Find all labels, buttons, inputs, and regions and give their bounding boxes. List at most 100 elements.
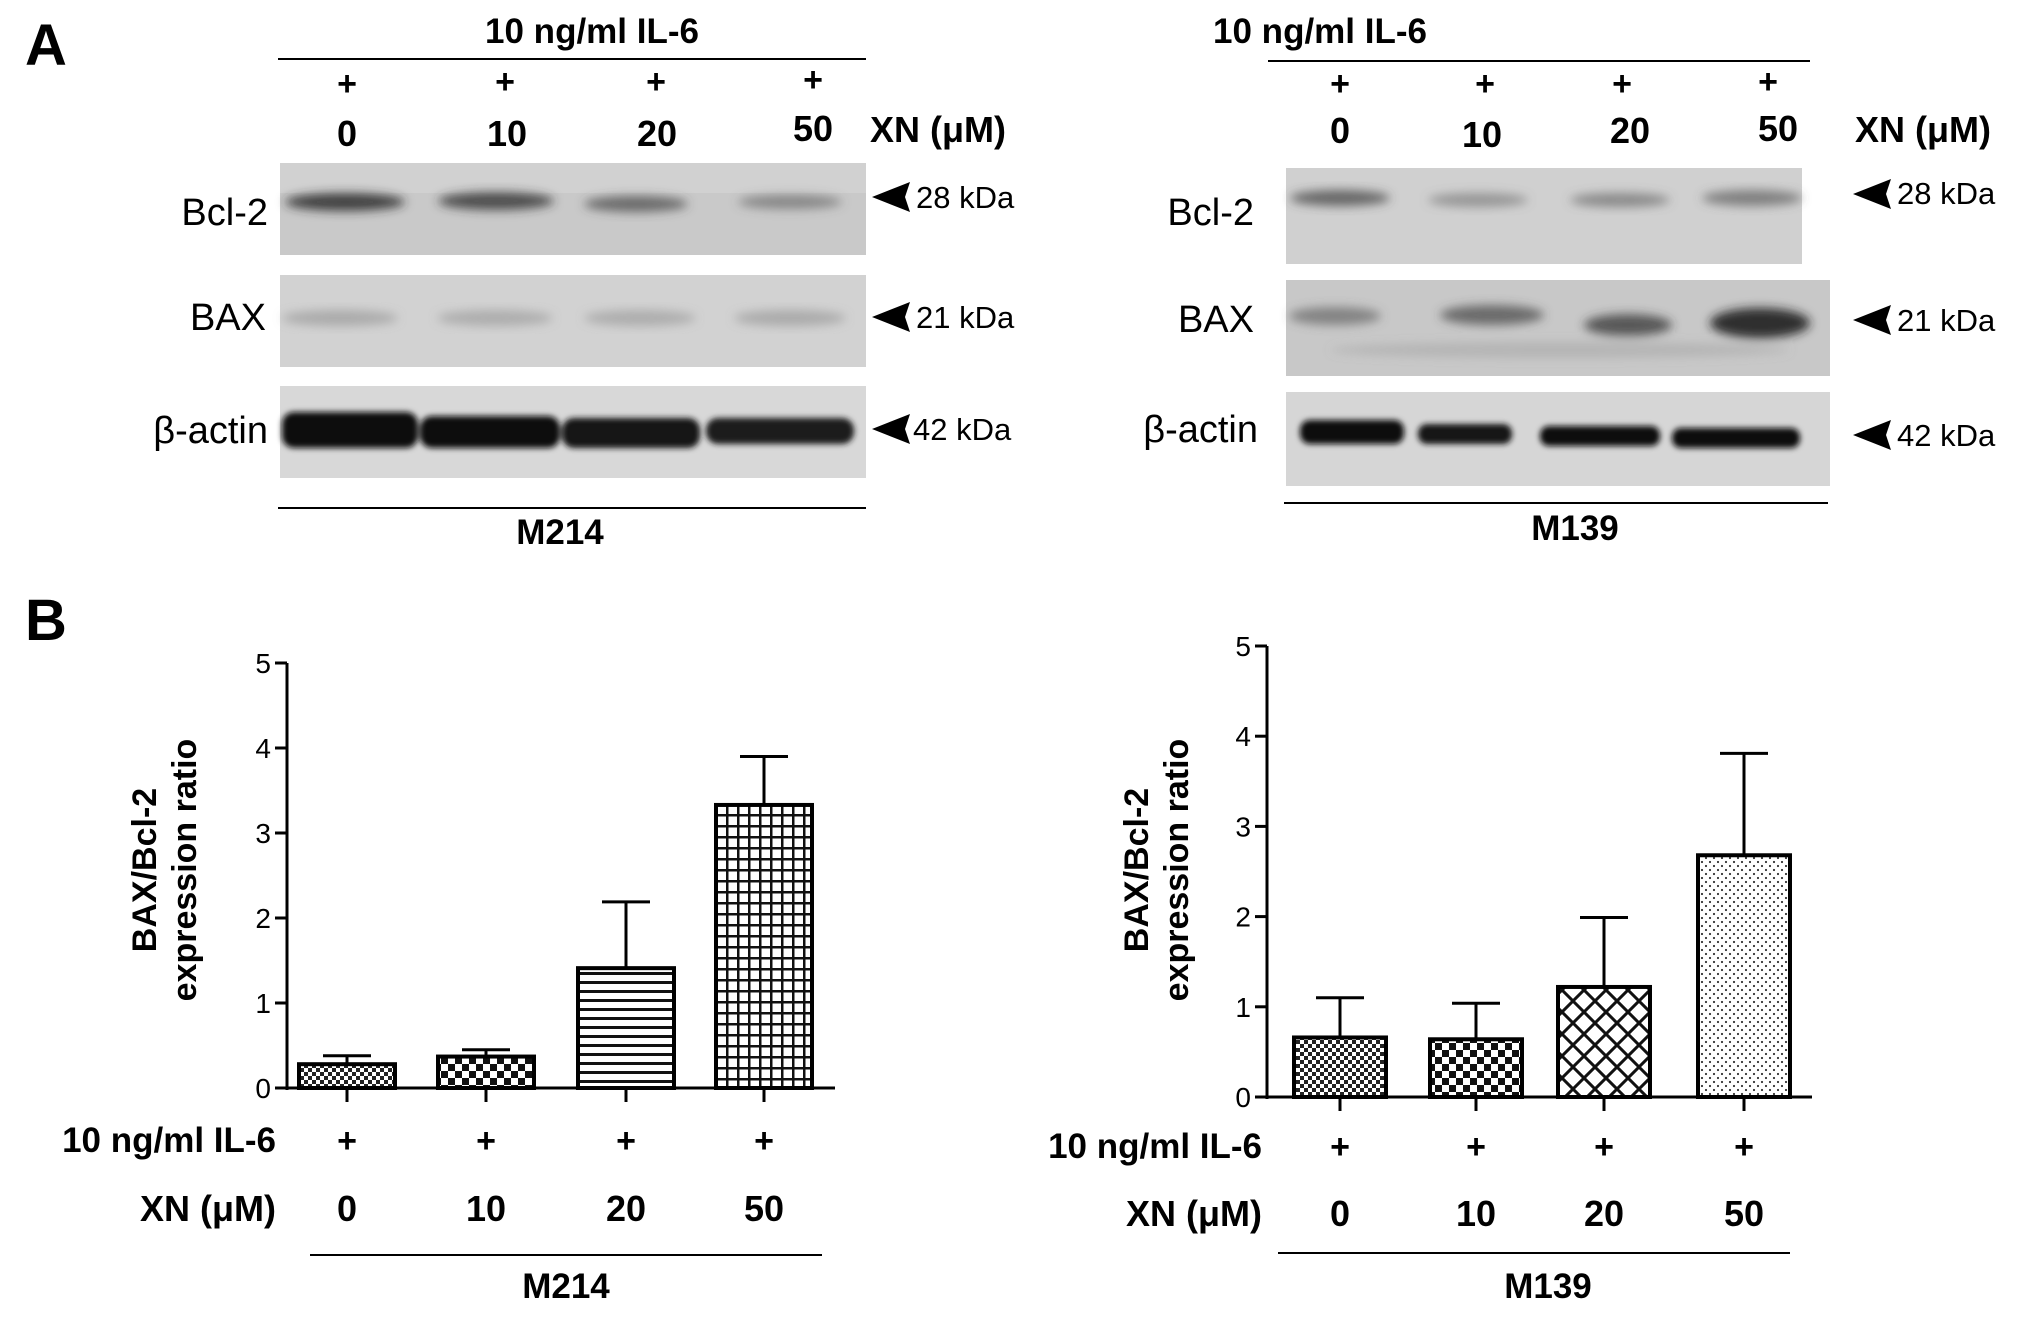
bar [1428, 1037, 1524, 1099]
bar [436, 1054, 536, 1091]
y-tick-label: 4 [255, 733, 271, 764]
dose-label: 0 [337, 113, 357, 154]
y-tick-label: 3 [255, 818, 271, 849]
row-label-actin: β-actin [153, 410, 268, 452]
y-tick-label: 0 [1235, 1082, 1251, 1113]
treatment-mark: + [1594, 1128, 1614, 1166]
y-tick-label: 1 [255, 988, 271, 1019]
arrowhead-icon [872, 414, 910, 444]
y-tick-label: 5 [255, 648, 271, 679]
dose-axis-label: XN (μM) [1855, 109, 1991, 150]
blot-m214: 10 ng/ml IL-6 + + + + 0 10 20 50 XN (μM) [153, 12, 1015, 552]
treatment-mark: + [1734, 1128, 1754, 1166]
dose-row-label: XN (μM) [140, 1188, 276, 1229]
marker-bcl2: 28 kDa [916, 180, 1015, 215]
x-tick-label: 20 [606, 1188, 646, 1229]
blot-m139: 10 ng/ml IL-6 + + + + 0 10 20 50 XN (μM) [1143, 12, 1996, 548]
marker-bax: 21 kDa [916, 300, 1015, 335]
bar [1556, 984, 1652, 1099]
y-tick-label: 0 [255, 1073, 271, 1104]
y-axis-label: expression ratio [166, 739, 204, 1002]
bar [1292, 1035, 1388, 1100]
dose-label: 50 [1758, 108, 1798, 149]
treatment-mark: + [1466, 1128, 1486, 1166]
x-tick-label: 0 [1330, 1193, 1350, 1234]
plus-mark: + [337, 65, 357, 103]
arrowhead-icon [1853, 179, 1891, 209]
plus-mark: + [1330, 65, 1350, 103]
plus-mark: + [1758, 63, 1778, 101]
arrowhead-icon [1853, 420, 1891, 450]
x-tick-label: 10 [466, 1188, 506, 1229]
row-label-bcl2: Bcl-2 [1167, 192, 1254, 234]
panel-label-a: A [25, 13, 67, 78]
bar [714, 802, 814, 1090]
row-label-bcl2: Bcl-2 [181, 192, 268, 234]
bands-actin [282, 412, 854, 448]
y-tick-label: 1 [1235, 992, 1251, 1023]
cell-line-label: M139 [1531, 509, 1619, 548]
marker-bax: 21 kDa [1897, 303, 1996, 338]
treatment-mark: + [476, 1122, 496, 1160]
treatment-header: 10 ng/ml IL-6 [1213, 12, 1427, 51]
x-tick-label: 10 [1456, 1193, 1496, 1234]
dose-label: 20 [637, 113, 677, 154]
cell-line-label: M139 [1504, 1267, 1592, 1306]
y-tick-label: 3 [1235, 811, 1251, 842]
plus-mark: + [1612, 65, 1632, 103]
dose-label: 20 [1610, 110, 1650, 151]
dose-axis-label: XN (μM) [870, 109, 1006, 150]
treatment-row-label: 10 ng/ml IL-6 [1048, 1127, 1262, 1166]
x-tick-label: 50 [744, 1188, 784, 1229]
panel-label-b: B [25, 588, 67, 653]
dose-label: 50 [793, 108, 833, 149]
y-tick-label: 2 [255, 903, 271, 934]
y-tick-label: 5 [1235, 631, 1251, 662]
dose-row-label: XN (μM) [1126, 1193, 1262, 1234]
bands-actin [1300, 420, 1800, 448]
membrane-bcl2 [1286, 168, 1802, 264]
bar-chart-m139: 0 1 2 3 4 5 BAX/Bcl-2 expression ratio +0 +10 +20 +… [1048, 631, 1812, 1306]
treatment-mark: + [754, 1122, 774, 1160]
plus-mark: + [646, 63, 666, 101]
arrowhead-icon [1853, 305, 1891, 335]
y-tick-label: 4 [1235, 721, 1251, 752]
bands-bcl2 [1290, 190, 1802, 207]
plus-mark: + [803, 61, 823, 99]
row-label-actin: β-actin [1143, 409, 1258, 451]
treatment-row-label: 10 ng/ml IL-6 [62, 1121, 276, 1160]
bands-bax [1289, 305, 1810, 358]
bands-bcl2 [285, 192, 842, 212]
plus-mark: + [495, 63, 515, 101]
treatment-header: 10 ng/ml IL-6 [485, 12, 699, 51]
row-label-bax: BAX [1178, 299, 1254, 341]
bar [1696, 853, 1792, 1099]
bar [576, 966, 676, 1091]
y-tick-label: 2 [1235, 902, 1251, 933]
dose-label: 0 [1330, 110, 1350, 151]
membrane-shade [280, 163, 866, 193]
bar-chart-m214: 0 1 2 3 4 5 BAX/Bcl-2 expression ratio +0 +10 +20 +… [62, 648, 835, 1306]
bands-bax [282, 310, 846, 326]
dose-label: 10 [487, 113, 527, 154]
x-tick-label: 20 [1584, 1193, 1624, 1234]
dose-label: 10 [1462, 114, 1502, 155]
arrowhead-icon [872, 182, 910, 212]
arrowhead-icon [872, 302, 910, 332]
treatment-mark: + [337, 1122, 357, 1160]
bar [297, 1062, 397, 1090]
marker-actin: 42 kDa [913, 412, 1012, 447]
row-label-bax: BAX [190, 297, 266, 339]
cell-line-label: M214 [522, 1267, 610, 1306]
y-axis-label: BAX/Bcl-2 [1118, 788, 1156, 952]
y-axis-label: expression ratio [1158, 739, 1196, 1002]
marker-actin: 42 kDa [1897, 418, 1996, 453]
marker-bcl2: 28 kDa [1897, 176, 1996, 211]
y-axis-label: BAX/Bcl-2 [126, 788, 164, 952]
x-tick-label: 50 [1724, 1193, 1764, 1234]
plus-mark: + [1475, 65, 1495, 103]
treatment-mark: + [616, 1122, 636, 1160]
cell-line-label: M214 [516, 513, 604, 552]
treatment-mark: + [1330, 1128, 1350, 1166]
